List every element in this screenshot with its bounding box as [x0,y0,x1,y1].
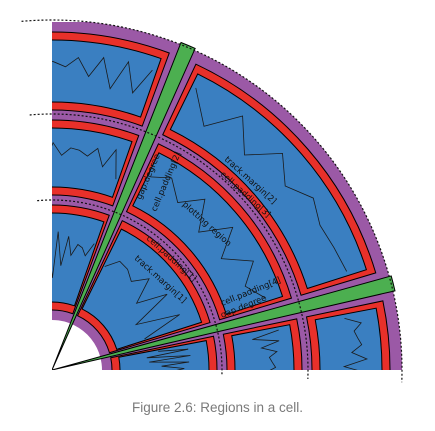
data-line [52,141,117,180]
gap-sector [52,275,396,370]
data-line [104,260,180,340]
plotting-region [81,228,203,350]
dotted-border-arc [29,113,309,379]
figure-caption: Figure 2.6: Regions in a cell. [131,400,304,415]
gap-sectors [52,41,396,370]
data-line [150,176,267,299]
plotting-region [132,152,284,315]
plotting-region [52,127,133,198]
data-line [52,56,153,94]
gap-sector [52,41,196,370]
data-line [342,318,369,370]
plotting-region [52,212,105,307]
dotted-border-lines [21,19,403,383]
track-rings [52,22,402,370]
data-line [252,329,280,370]
plotting-region [314,307,383,370]
data-line [146,348,191,370]
plotting-region [169,73,368,290]
dotted-border-arc [21,19,403,383]
data-line [52,231,95,278]
dotted-border-arc [37,199,223,376]
data-line [195,87,348,272]
plotting-lines [52,56,369,370]
